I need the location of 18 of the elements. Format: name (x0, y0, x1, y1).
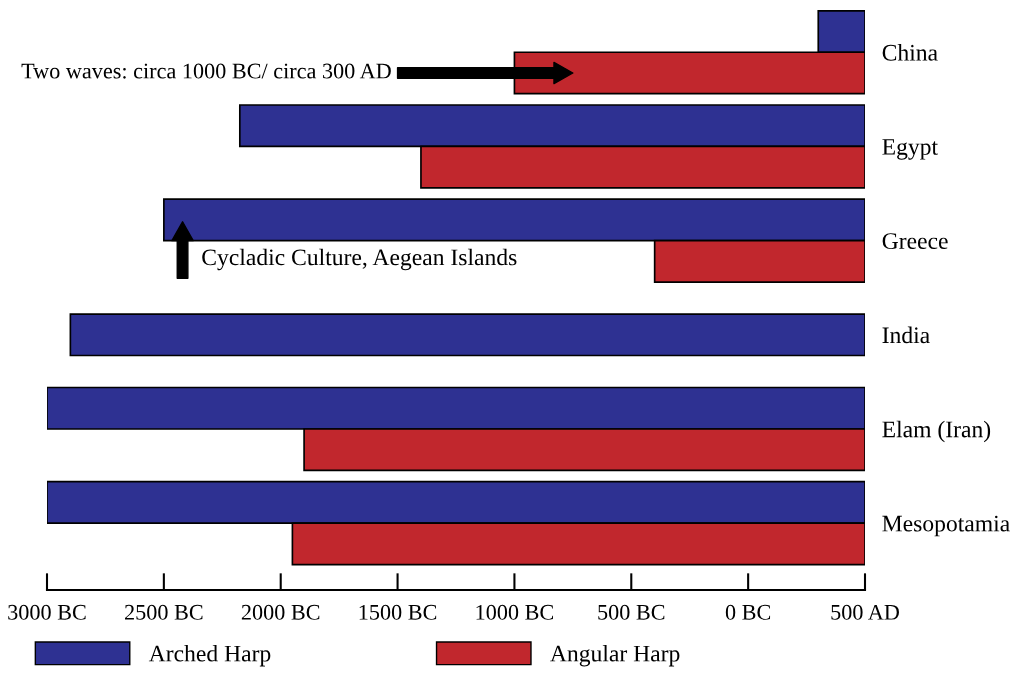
y-tick-label: Egypt (882, 139, 938, 160)
x-tick-label: 0 BC (725, 604, 771, 620)
x-tick-label: 500 BC (598, 604, 665, 620)
x-tick-label: 3000 BC (8, 604, 86, 620)
y-tick-label: India (882, 326, 930, 344)
x-tick-label: 1000 BC (476, 604, 554, 620)
x-tick-label: 2000 BC (241, 604, 320, 620)
y-tick-label: Elam (Iran) (882, 420, 991, 443)
legend-label: Arched Harp (148, 644, 271, 667)
x-tick-label: 2500 BC (125, 604, 203, 620)
annotation: Cycladic Culture, Aegean Islands (202, 248, 517, 271)
x-tick-label: 1500 BC (359, 604, 437, 620)
legend-label: Angular Harp (550, 644, 680, 667)
x-tick-label: 500 AD (831, 604, 899, 620)
y-tick-label: Greece (882, 233, 948, 250)
y-tick-label: China (882, 44, 938, 61)
y-tick-label: Mesopotamia (882, 515, 1010, 537)
annotation: Two waves: circa 1000 BC/ circa 300 AD (21, 63, 391, 79)
